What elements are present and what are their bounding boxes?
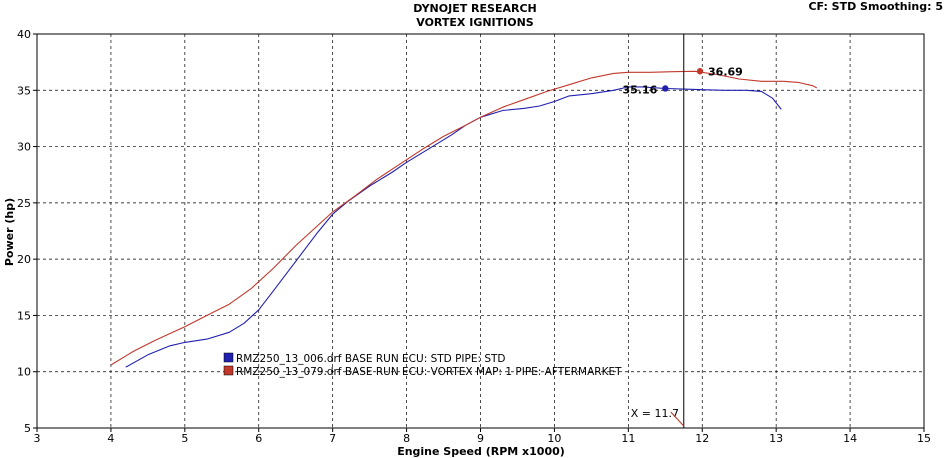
y-tick-label: 40 — [17, 28, 31, 41]
x-tick-label: 9 — [477, 432, 484, 445]
peak-label-1: 35.16 — [622, 83, 657, 96]
y-tick-label: 15 — [17, 309, 31, 322]
legend-swatch-1 — [223, 352, 234, 363]
series-layer — [110, 70, 818, 368]
series-line-2 — [110, 70, 818, 366]
legend-swatch-2 — [223, 365, 234, 376]
x-axis-ticks: 3 4 5 6 7 8 9 10 11 12 13 14 15 — [34, 428, 931, 445]
legend-entry-2: RMZ250_13_079.drf BASE RUN ECU: VORTEX M… — [236, 366, 622, 378]
peak-marker-2 — [696, 68, 704, 75]
y-axis-label: Power (hp) — [3, 198, 16, 266]
y-tick-label: 30 — [17, 141, 31, 154]
peak-marker-1 — [662, 85, 669, 92]
chart-subtitle: VORTEX IGNITIONS — [416, 16, 534, 29]
cursor-layer: X = 11.7 — [631, 34, 685, 428]
cursor-readout: X = 11.7 — [631, 407, 679, 420]
y-tick-label: 20 — [17, 253, 31, 266]
x-tick-label: 8 — [403, 432, 410, 445]
x-tick-label: 15 — [917, 432, 931, 445]
x-tick-label: 10 — [547, 432, 561, 445]
chart-title: DYNOJET RESEARCH — [413, 2, 536, 15]
x-tick-label: 12 — [695, 432, 709, 445]
y-tick-label: 25 — [17, 197, 31, 210]
y-tick-label: 35 — [17, 84, 31, 97]
x-tick-label: 13 — [769, 432, 783, 445]
x-tick-label: 5 — [181, 432, 188, 445]
x-tick-label: 3 — [34, 432, 41, 445]
peak-label-2: 36.69 — [708, 65, 743, 78]
x-tick-label: 11 — [621, 432, 635, 445]
x-tick-label: 14 — [843, 432, 857, 445]
y-axis-ticks: 5 10 15 20 25 30 35 40 — [17, 28, 37, 435]
legend: RMZ250_13_006.drf BASE RUN ECU: STD PIPE… — [223, 352, 622, 378]
peak-markers: 35.16 36.69 — [622, 65, 742, 96]
x-axis-label: Engine Speed (RPM x1000) — [397, 445, 565, 458]
legend-entry-1: RMZ250_13_006.drf BASE RUN ECU: STD PIPE… — [236, 353, 506, 365]
y-tick-label: 10 — [17, 366, 31, 379]
cf-smoothing-label: CF: STD Smoothing: 5 — [808, 0, 943, 13]
cursor-trace — [670, 411, 685, 427]
x-tick-label: 7 — [329, 432, 336, 445]
x-tick-label: 6 — [255, 432, 262, 445]
x-tick-label: 4 — [107, 432, 114, 445]
y-tick-label: 5 — [24, 422, 31, 435]
grid — [37, 34, 924, 428]
series-line-1 — [125, 86, 782, 368]
